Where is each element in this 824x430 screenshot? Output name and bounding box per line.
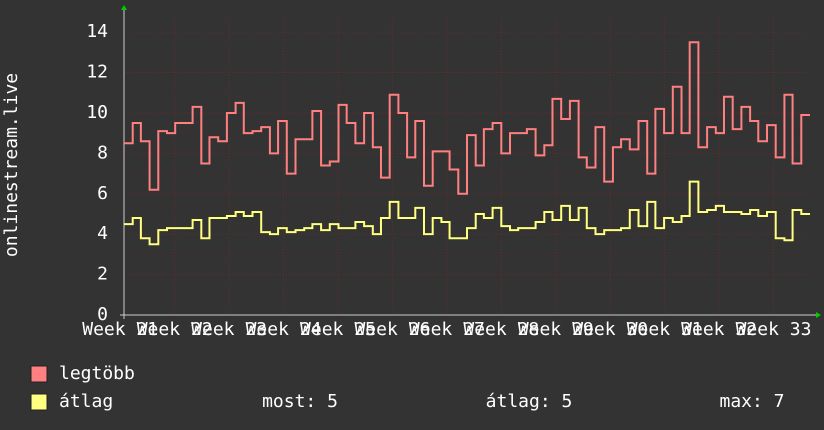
x-tick-label: Week 27 <box>409 319 485 340</box>
series-line <box>124 41 810 195</box>
legend-label: átlag <box>59 391 113 412</box>
legend-swatch <box>30 393 48 411</box>
stat-label: átlag: 5 <box>486 391 573 412</box>
y-tick-label: 6 <box>97 183 108 204</box>
x-tick-label: Week 21 <box>82 319 158 340</box>
x-tick-label: Week 31 <box>627 319 703 340</box>
y-axis-label: onlinestream.live <box>1 73 22 257</box>
x-tick-label: Week 23 <box>191 319 267 340</box>
stat-label: most: 5 <box>262 391 338 412</box>
legend-label: legtöbb <box>59 363 135 384</box>
x-tick-label: Week 24 <box>246 319 322 340</box>
y-tick-label: 2 <box>97 264 108 285</box>
y-tick-label: 12 <box>86 62 108 83</box>
y-tick-label: 10 <box>86 102 108 123</box>
axis-arrow <box>121 5 127 10</box>
y-tick-label: 0 <box>97 304 108 325</box>
axis-arrow <box>816 312 821 318</box>
x-tick-label: Week 26 <box>354 319 430 340</box>
x-tick-label: Week 25 <box>300 319 376 340</box>
y-tick-label: 8 <box>97 142 108 163</box>
x-tick-label: Week 33 <box>736 319 812 340</box>
x-tick-label: Week 30 <box>572 319 648 340</box>
y-tick-label: 14 <box>86 21 108 42</box>
y-tick-label: 4 <box>97 223 108 244</box>
legend-swatch <box>30 365 48 383</box>
x-tick-label: Week 29 <box>518 319 594 340</box>
x-tick-label: Week 22 <box>137 319 213 340</box>
stat-label: max: 7 <box>719 391 784 412</box>
series-line <box>124 180 810 246</box>
x-tick-label: Week 28 <box>463 319 539 340</box>
x-tick-label: Week 32 <box>681 319 757 340</box>
